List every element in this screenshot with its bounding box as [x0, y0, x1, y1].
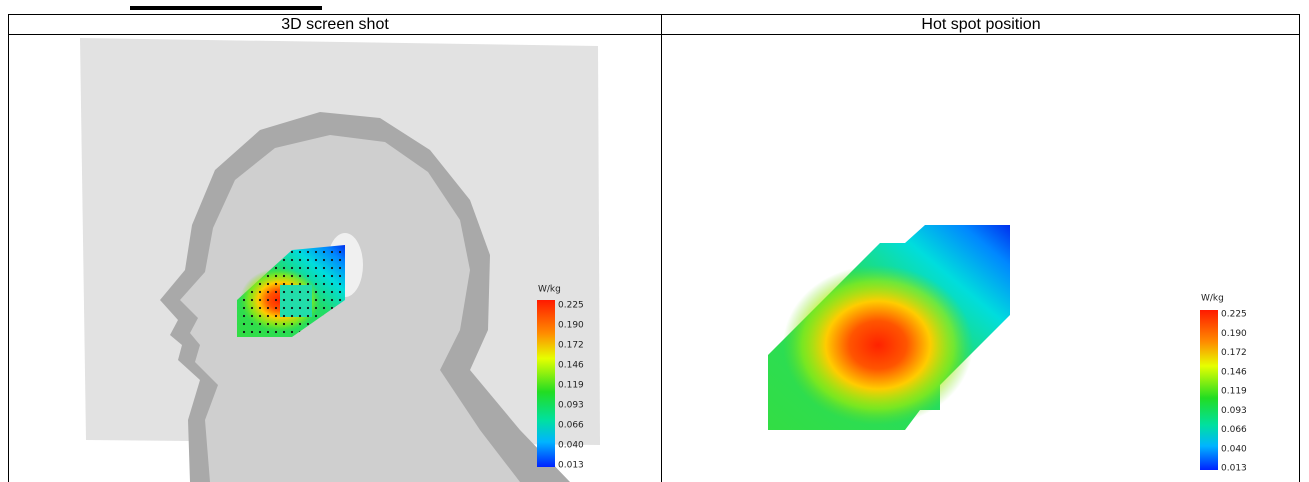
colorbar: [537, 300, 555, 467]
colorbar-label: 0.093: [558, 401, 584, 411]
colorbar-label: 0.146: [558, 361, 584, 371]
colorbar-unit: W/kg: [1201, 294, 1224, 304]
colorbar-label: 0.172: [1221, 348, 1247, 358]
title-underline: [130, 6, 322, 10]
colorbar-label: 0.146: [1221, 367, 1247, 377]
colorbar-label: 0.190: [558, 321, 584, 331]
colorbar-label: 0.119: [1221, 387, 1247, 397]
table-border: [8, 14, 1300, 482]
colorbar: [1200, 310, 1218, 470]
colorbar-unit: W/kg: [538, 285, 561, 295]
colorbar-label: 0.190: [1221, 329, 1247, 339]
colorbar-label: 0.172: [558, 341, 584, 351]
colorbar-label: 0.040: [1221, 444, 1247, 454]
column-header: Hot spot position: [921, 16, 1040, 33]
hotspot-map: [768, 225, 1010, 430]
column-header: 3D screen shot: [281, 16, 389, 33]
colorbar-label: 0.040: [558, 441, 584, 451]
colorbar-label: 0.093: [1221, 406, 1247, 416]
colorbar-label: 0.119: [558, 381, 584, 391]
colorbar-label: 0.225: [1221, 310, 1247, 320]
screenshot-3d: [80, 38, 600, 482]
colorbar-label: 0.225: [558, 301, 584, 311]
colorbar-label: 0.066: [1221, 425, 1247, 435]
colorbar-label: 0.013: [558, 461, 584, 471]
colorbar-label: 0.013: [1221, 464, 1247, 474]
colorbar-label: 0.066: [558, 421, 584, 431]
